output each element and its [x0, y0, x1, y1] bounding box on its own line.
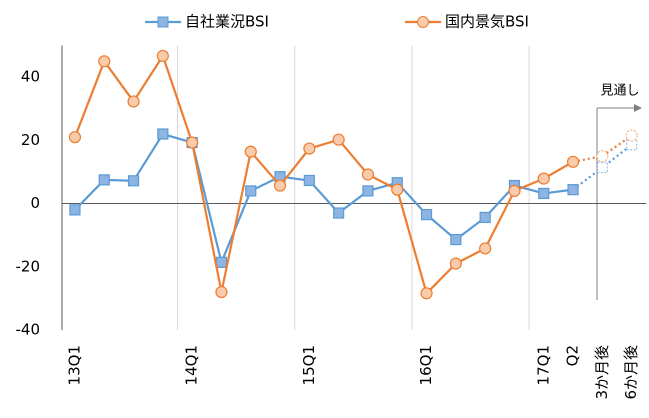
marker — [538, 187, 550, 200]
y-tick-label: 20 — [21, 131, 40, 149]
x-tick-label: 3か月後 — [593, 345, 611, 400]
x-tick-label: Q2 — [564, 345, 582, 366]
marker — [537, 172, 550, 185]
series-line — [74, 132, 574, 266]
marker — [127, 175, 140, 187]
y-tick-label: 40 — [21, 68, 40, 86]
marker — [362, 185, 374, 197]
marker — [156, 49, 169, 63]
y-tick-label: -20 — [16, 257, 41, 275]
marker — [479, 211, 491, 224]
marker — [566, 155, 580, 168]
marker — [479, 242, 492, 255]
y-tick-label: 0 — [30, 194, 40, 212]
marker — [596, 161, 608, 174]
marker — [215, 285, 228, 299]
forecast-annotation: 見通し — [600, 84, 639, 99]
marker — [450, 233, 462, 246]
legend-label: 自社業況BSI — [185, 13, 269, 31]
marker — [625, 129, 638, 142]
marker — [333, 207, 345, 219]
marker — [449, 257, 462, 270]
marker — [98, 55, 111, 68]
marker — [186, 136, 199, 149]
x-tick-label: 13Q1 — [65, 345, 83, 385]
legend-marker — [157, 16, 169, 28]
marker — [245, 185, 257, 197]
marker — [361, 168, 375, 181]
marker — [69, 204, 81, 216]
marker — [127, 95, 140, 108]
series-line — [73, 53, 574, 296]
x-tick-label: 6か月後 — [622, 345, 640, 400]
x-tick-label: 15Q1 — [300, 345, 318, 385]
marker — [303, 174, 315, 187]
x-tick-label: 17Q1 — [534, 345, 552, 385]
marker — [596, 150, 609, 163]
marker — [391, 183, 404, 196]
legend-label: 国内景気BSI — [445, 13, 529, 31]
legend-marker — [417, 16, 429, 28]
marker — [273, 179, 287, 192]
marker — [508, 184, 521, 198]
marker — [332, 133, 345, 146]
marker — [567, 184, 579, 196]
y-tick-label: -40 — [16, 321, 41, 339]
forecast-arrowhead — [634, 104, 642, 112]
marker — [157, 128, 169, 140]
marker — [98, 174, 110, 186]
marker — [68, 131, 82, 144]
marker — [420, 287, 433, 300]
x-tick-label: 14Q1 — [183, 345, 201, 385]
marker — [420, 209, 433, 221]
x-tick-label: 16Q1 — [417, 345, 435, 385]
marker — [215, 256, 228, 268]
marker — [244, 145, 257, 158]
marker — [303, 142, 316, 155]
